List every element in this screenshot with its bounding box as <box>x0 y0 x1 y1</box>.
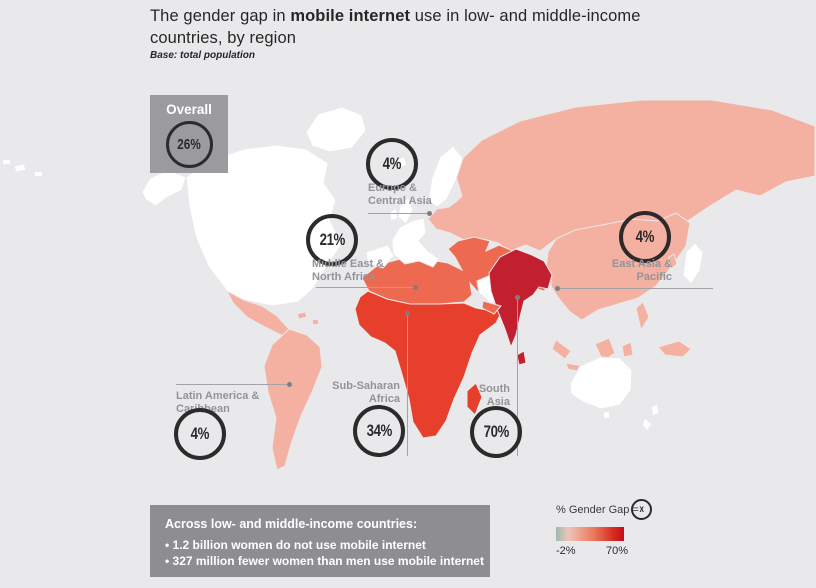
title-suffix: use in low- and middle-income countries,… <box>150 7 641 47</box>
value-south-asia: 70% <box>483 422 509 441</box>
summary-bullet-2: • 327 million fewer women than men use m… <box>165 554 484 569</box>
summary-stats-box: Across low- and middle-income countries:… <box>150 505 490 577</box>
map-region-aleutian-islands <box>1 158 44 178</box>
callout-line-latin-america-caribbean <box>176 384 289 385</box>
label-line: East Asia & <box>611 258 672 270</box>
label-east-asia-pacific: East Asia & Pacific <box>600 258 672 284</box>
map-region-scandinavia <box>427 145 464 208</box>
callout-dot-latin-america-caribbean <box>287 382 292 387</box>
badge-latin-america-caribbean: 4% <box>174 408 226 460</box>
title-prefix: The gender gap in <box>150 7 291 25</box>
map-region-caribbean-islands <box>296 311 320 326</box>
legend-symbol-circle: x <box>631 499 652 520</box>
map-region-sri-lanka <box>516 350 527 366</box>
map-region-iberia <box>365 244 395 269</box>
callout-dot-south-asia <box>515 295 520 300</box>
label-line: Latin America & <box>176 390 260 402</box>
label-middle-east-north-africa: Middle East & North Africa <box>312 258 384 284</box>
page-title: The gender gap in mobile internet use in… <box>150 6 690 50</box>
map-region-madagascar <box>466 382 483 416</box>
badge-sub-saharan-africa: 34% <box>353 405 405 457</box>
summary-heading: Across low- and middle-income countries: <box>165 517 418 531</box>
label-line: Central Asia <box>368 195 432 208</box>
title-bold-phrase: mobile internet <box>290 7 411 25</box>
map-region-south-america <box>263 328 323 471</box>
label-line: Asia <box>486 396 510 409</box>
label-south-asia: South Asia <box>450 383 510 409</box>
map-region-greenland <box>305 106 367 153</box>
callout-line-sub-saharan-africa <box>407 313 408 456</box>
label-line: North Africa <box>312 271 376 284</box>
badge-south-asia: 70% <box>470 406 522 458</box>
callout-dot-sub-saharan-africa <box>405 311 410 316</box>
map-region-yemen <box>481 300 502 315</box>
map-region-sub-saharan-africa <box>354 290 504 439</box>
legend-max-label: 70% <box>605 545 628 557</box>
label-sub-saharan-africa: Sub-Saharan Africa <box>330 380 400 406</box>
legend-gradient-bar <box>556 527 624 541</box>
callout-dot-europe-central-asia <box>427 211 432 216</box>
overall-value-circle: 26% <box>165 121 213 168</box>
value-east-asia-pacific: 4% <box>635 227 655 246</box>
callout-line-europe-central-asia <box>368 213 430 214</box>
overall-label: Overall <box>166 102 212 117</box>
value-sub-saharan-africa: 34% <box>366 421 392 440</box>
value-middle-east-north-africa: 21% <box>319 230 345 249</box>
legend-min-label: -2% <box>556 545 576 557</box>
callout-dot-east-asia-pacific <box>555 286 560 291</box>
base-note: Base: total population <box>150 50 255 61</box>
callout-line-south-asia <box>517 297 518 456</box>
callout-line-east-asia-pacific <box>557 288 713 289</box>
map-region-alaska <box>141 169 187 207</box>
map-region-western-europe <box>391 217 440 268</box>
callout-dot-middle-east-north-africa <box>413 285 418 290</box>
label-line: Pacific <box>636 271 672 284</box>
map-region-south-asia <box>488 248 553 349</box>
label-europe-central-asia: Europe & Central Asia <box>368 182 432 208</box>
badge-east-asia-pacific: 4% <box>619 211 671 263</box>
value-europe-central-asia: 4% <box>382 154 402 173</box>
map-region-korea <box>667 253 678 270</box>
legend-scale-ticks: -2% 70% <box>556 545 628 557</box>
label-line: South <box>478 383 510 395</box>
map-region-japan <box>682 242 704 285</box>
label-line: Sub-Saharan <box>332 380 400 392</box>
map-region-uk-ireland <box>389 196 414 225</box>
callout-line-middle-east-north-africa <box>316 287 416 288</box>
overall-stat-box: Overall 26% <box>150 95 228 173</box>
badge-europe-central-asia: 4% <box>366 138 418 190</box>
badge-middle-east-north-africa: 21% <box>306 214 358 266</box>
label-line: Europe & <box>368 182 417 194</box>
summary-bullet-1: • 1.2 billion women do not use mobile in… <box>165 538 426 552</box>
legend-label: % Gender Gap = <box>556 504 639 516</box>
map-region-new-zealand <box>641 403 660 432</box>
overall-value: 26% <box>177 136 201 153</box>
label-line: Africa <box>368 393 400 406</box>
map-region-australia <box>569 356 633 420</box>
label-line: Middle East & <box>312 258 385 270</box>
value-latin-america-caribbean: 4% <box>190 424 210 443</box>
legend-symbol: x <box>639 504 644 515</box>
